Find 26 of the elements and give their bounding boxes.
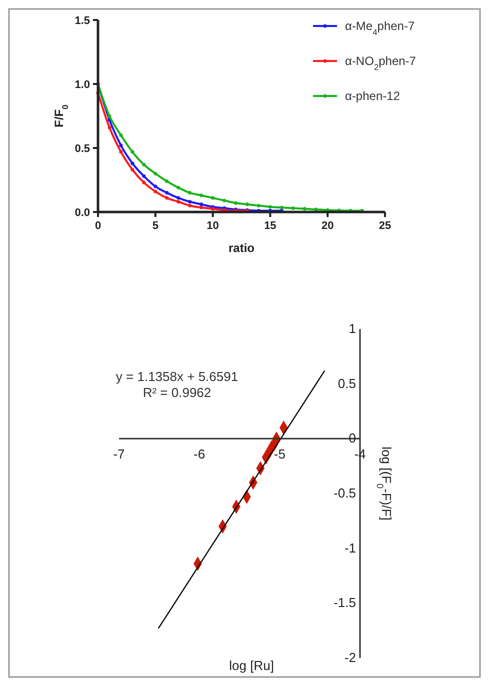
y-tick-label: -1.5 [334, 595, 356, 610]
x-tick-label: 5 [152, 220, 158, 232]
y-tick-label: -1 [344, 540, 356, 556]
y-tick-label: 0.0 [74, 207, 90, 219]
y-tick-label: 0.5 [74, 143, 90, 155]
legend-label: α-Me$_{4}$phen-7 [345, 19, 415, 37]
x-tick-label: 15 [264, 220, 276, 232]
y-tick-label: 0.5 [338, 376, 356, 391]
x-tick-label: -7 [113, 446, 125, 462]
legend-label: α-phen-12 [345, 89, 400, 103]
x-tick-label: 0 [94, 220, 102, 232]
y-tick-label: -2 [344, 650, 356, 665]
y-tick-label: 1 [348, 321, 356, 336]
x-axis-title: ratio [228, 241, 255, 255]
x-tick-label: 20 [321, 220, 334, 232]
y-tick-label: 1.5 [74, 15, 90, 27]
x-tick-label: -6 [194, 446, 206, 462]
x-tick-label: 10 [206, 220, 219, 232]
annotation: R² = 0.9962 [142, 385, 212, 400]
annotation: y = 1.1358x + 5.6591 [116, 369, 238, 384]
x-tick-label: -5 [274, 446, 286, 462]
y-tick-label: 1.0 [74, 79, 90, 91]
y-tick-label: -0.5 [334, 486, 356, 500]
legend-label: α-NO$_{2}$phen-7 [345, 54, 416, 72]
x-tick-label: 25 [378, 220, 392, 232]
x-axis-title: log [Ru] [229, 658, 274, 673]
